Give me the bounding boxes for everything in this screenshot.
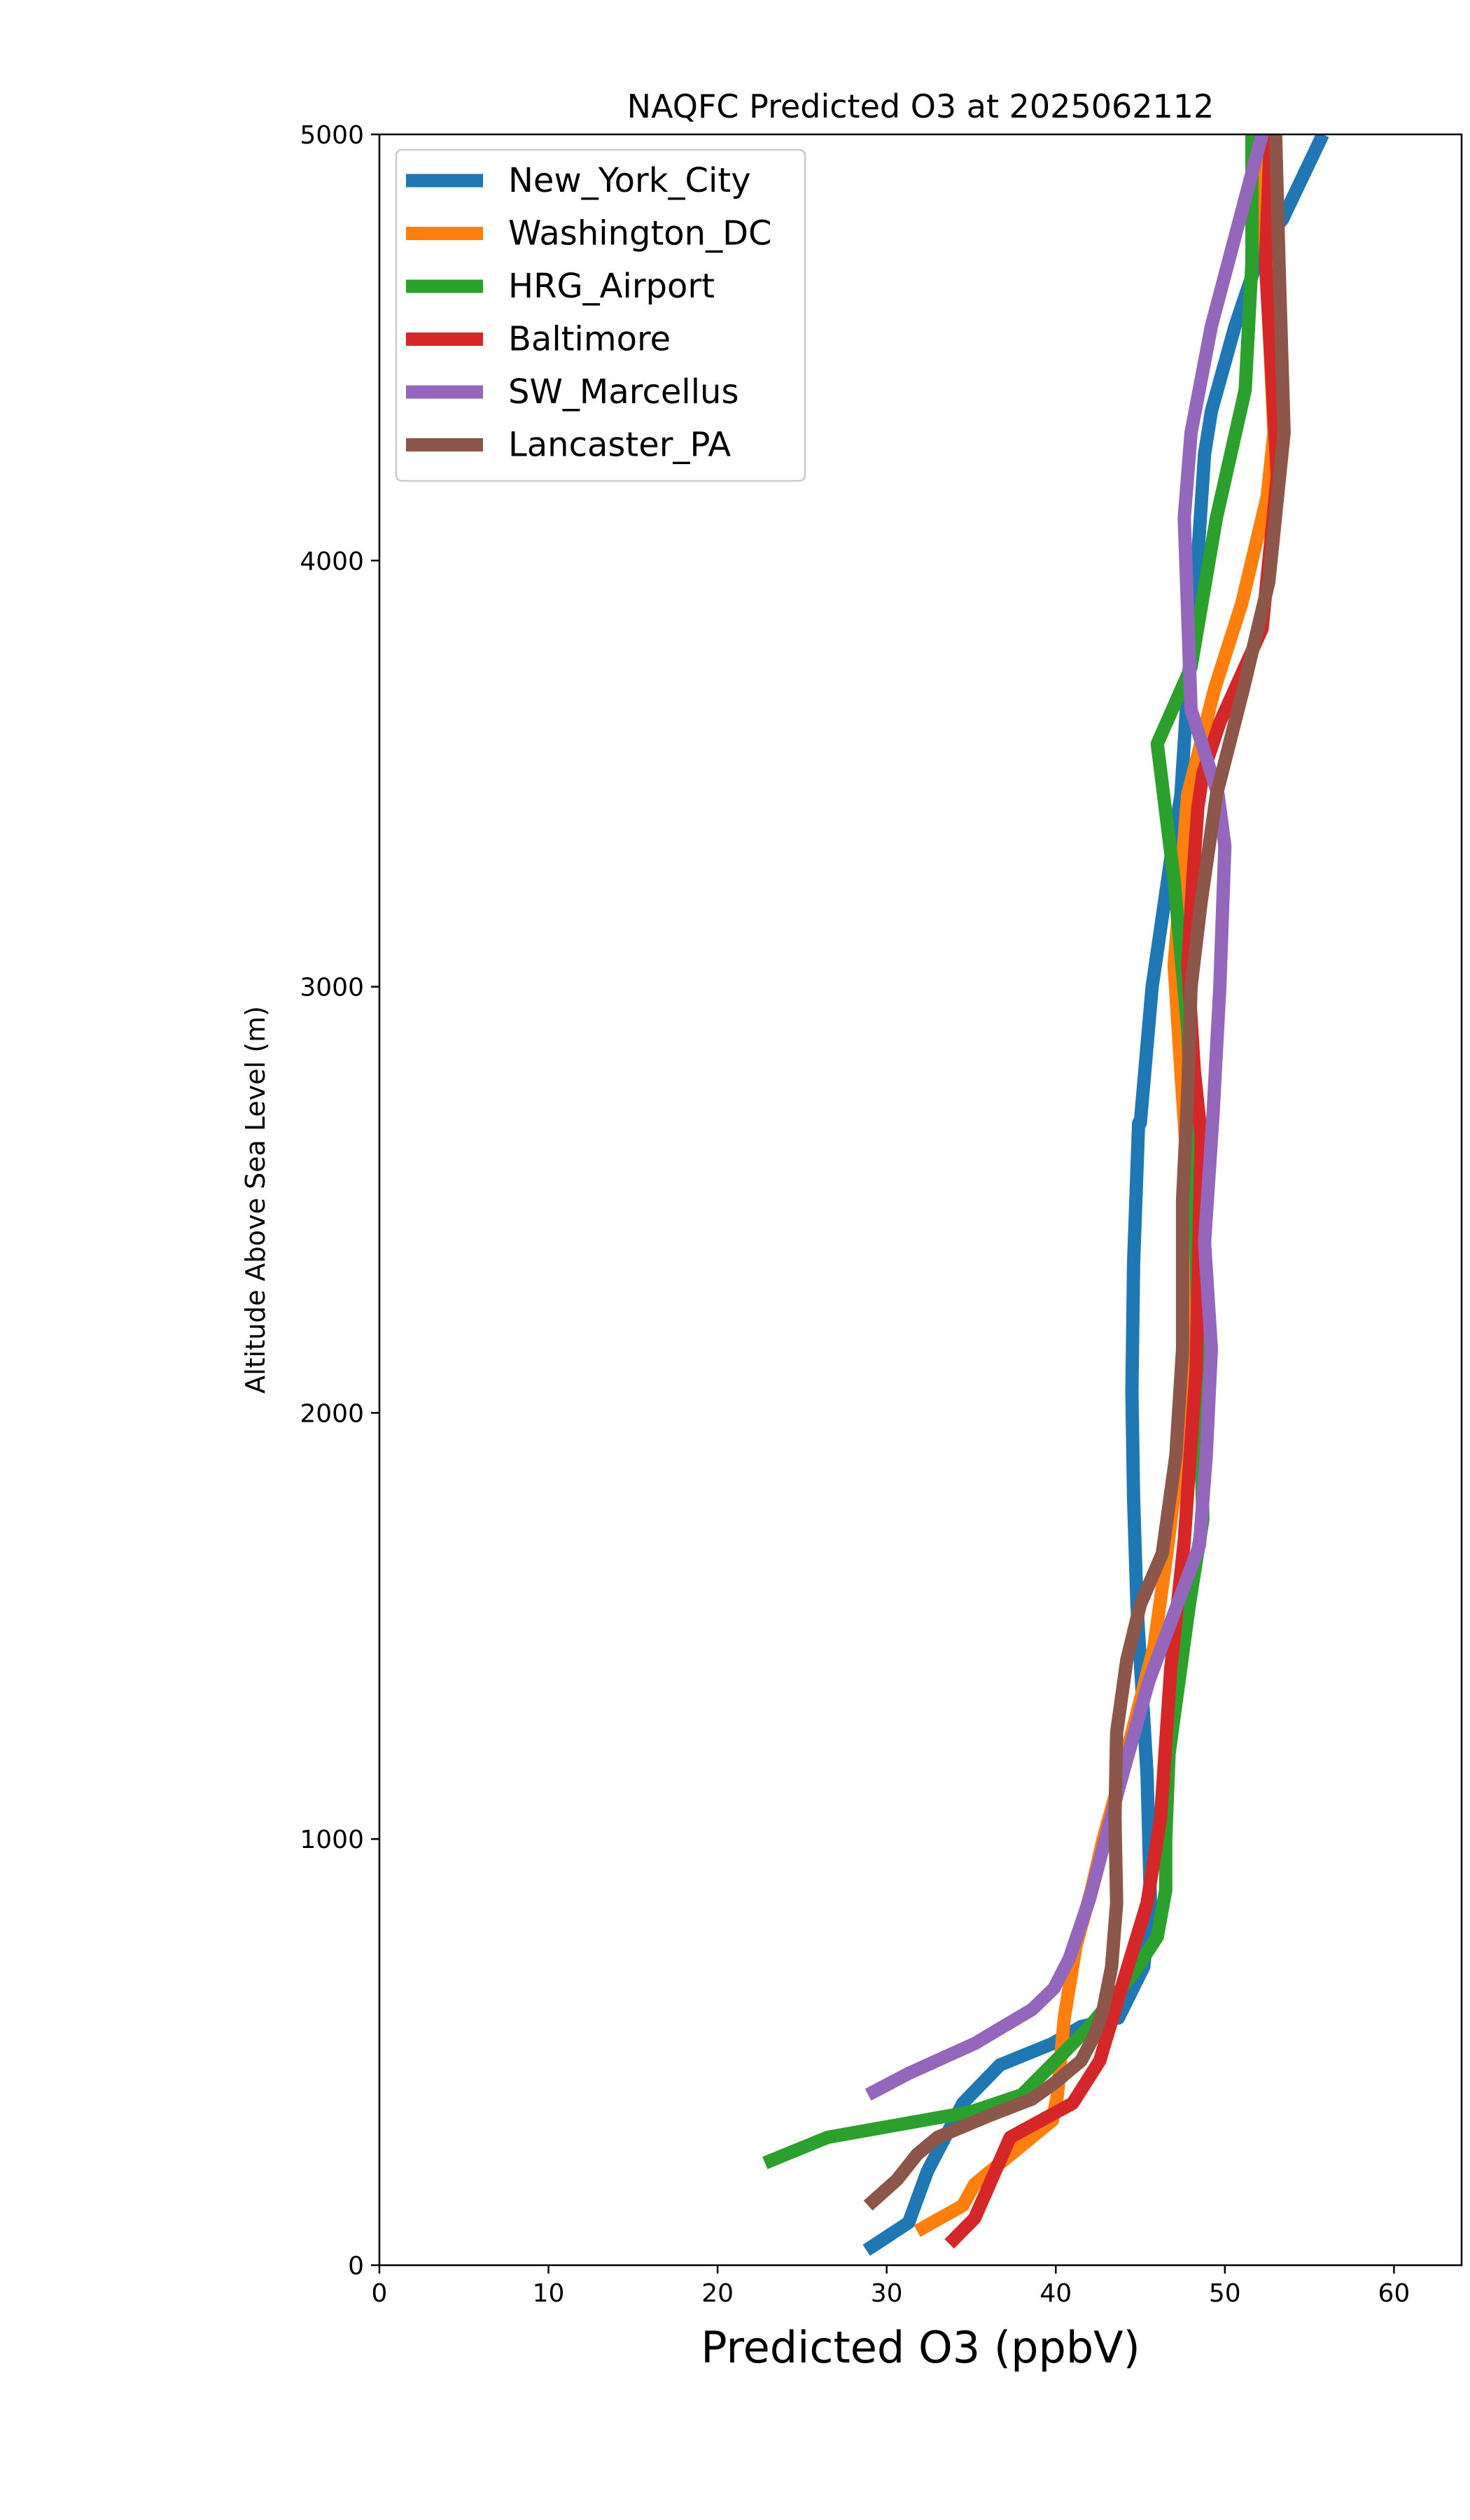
legend-label-baltimore: Baltimore bbox=[508, 320, 671, 359]
axes-layer: 0 10 20 30 40 50 60 0 1000 2000 3000 4000 5000 bbox=[300, 121, 1463, 2308]
y-tick-label: 4000 bbox=[300, 547, 364, 576]
legend-label-hrg-airport: HRG_Airport bbox=[508, 267, 715, 306]
legend-box bbox=[395, 148, 806, 482]
series-line-lancaster-pa bbox=[863, 134, 1291, 2211]
series-line-sw-marcellus bbox=[864, 134, 1269, 2101]
x-axis-label: Predicted O3 (ppbV) bbox=[701, 2322, 1140, 2373]
series-line-hrg-airport bbox=[762, 134, 1259, 2169]
y-tick-label: 0 bbox=[348, 2252, 364, 2281]
y-tick-label: 3000 bbox=[300, 974, 364, 1002]
chart-title: NAQFC Predicted O3 at 2025062112 bbox=[627, 88, 1214, 125]
legend-label-new-york-city: New_York_City bbox=[508, 161, 751, 200]
plot-frame bbox=[378, 133, 1463, 2267]
y-tick-label: 2000 bbox=[300, 1399, 364, 1428]
x-tick-label: 0 bbox=[372, 2279, 388, 2308]
y-tick-label: 1000 bbox=[300, 1826, 364, 1854]
y-tick-label: 5000 bbox=[300, 121, 364, 150]
series-lines bbox=[762, 134, 1329, 2256]
series-line-washington-dc bbox=[913, 134, 1281, 2237]
x-tick-label: 50 bbox=[1209, 2279, 1241, 2308]
x-tick-label: 20 bbox=[701, 2279, 734, 2308]
x-tick-label: 40 bbox=[1040, 2279, 1072, 2308]
legend-label-sw-marcellus: SW_Marcellus bbox=[508, 372, 738, 412]
legend-label-lancaster-pa: Lancaster_PA bbox=[508, 426, 731, 465]
legend: New_York_City Washington_DC HRG_Airport Bal… bbox=[395, 148, 806, 482]
x-tick-label: 30 bbox=[871, 2279, 903, 2308]
legend-label-washington-dc: Washington_DC bbox=[508, 214, 772, 253]
series-line-new-york-city bbox=[862, 134, 1329, 2256]
x-tick-label: 60 bbox=[1378, 2279, 1410, 2308]
series-layer bbox=[762, 134, 1329, 2256]
y-axis-label: Altitude Above Sea Level (m) bbox=[240, 1006, 271, 1394]
x-tick-label: 10 bbox=[533, 2279, 565, 2308]
